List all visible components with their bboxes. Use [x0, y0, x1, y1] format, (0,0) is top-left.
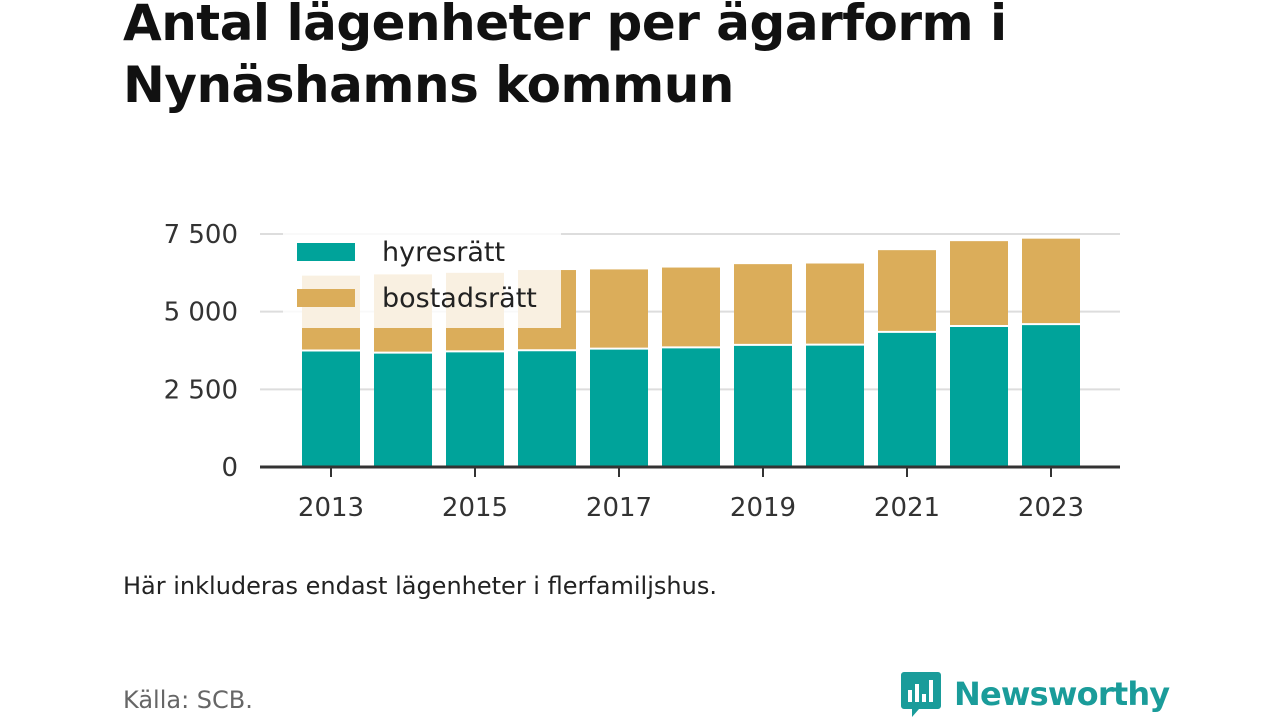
bar-hyresratt [806, 344, 864, 467]
bar-hyresratt [518, 350, 576, 467]
bar-hyresratt [374, 352, 432, 467]
x-tick-label: 2017 [586, 493, 652, 523]
bar-bostadsratt [950, 241, 1008, 326]
source-text: Källa: SCB. [123, 686, 253, 714]
bar-bostadsratt [590, 269, 648, 349]
x-tick-label: 2013 [298, 493, 364, 523]
y-tick-label: 7 500 [164, 220, 238, 250]
legend-swatch [297, 289, 355, 307]
bar-hyresratt [734, 344, 792, 467]
legend-label: bostadsrätt [382, 283, 537, 314]
bar-hyresratt [590, 348, 648, 467]
legend: hyresrätt bostadsrätt [283, 232, 561, 328]
brand-logo: Newsworthy [900, 670, 1170, 718]
bar-hyresratt [662, 347, 720, 467]
bar-bostadsratt [1022, 238, 1080, 325]
bar-bostadsratt [878, 250, 936, 332]
bar-bostadsratt [806, 263, 864, 345]
bar-chart-speech-bubble-icon [901, 672, 941, 717]
legend-label: hyresrätt [382, 237, 505, 268]
chart-title: Antal lägenheter per ägarform i Nynäsham… [123, 0, 1007, 114]
x-tick-label: 2015 [442, 493, 508, 523]
bar-hyresratt [302, 350, 360, 467]
x-tick-label: 2019 [730, 493, 796, 523]
bar-hyresratt [1022, 324, 1080, 467]
axes: 0 2 500 5 000 7 500 2013 2015 2017 2019 2021 2023 [164, 220, 1120, 523]
bar-bostadsratt [734, 264, 792, 345]
bar-hyresratt [950, 325, 1008, 467]
y-tick-label: 2 500 [164, 375, 238, 405]
chart-note: Här inkluderas endast lägenheter i flerf… [123, 572, 717, 600]
x-tick-label: 2023 [1018, 493, 1084, 523]
bar-hyresratt [446, 351, 504, 467]
chart: 0 2 500 5 000 7 500 2013 2015 2017 2019 2021 2023… [164, 220, 1120, 523]
brand-name: Newsworthy [954, 675, 1170, 713]
legend-swatch [297, 243, 355, 261]
y-tick-label: 0 [221, 453, 238, 483]
bar-bostadsratt [662, 267, 720, 348]
x-tick-label: 2021 [874, 493, 940, 523]
y-tick-label: 5 000 [164, 298, 238, 328]
bar-hyresratt [878, 331, 936, 467]
